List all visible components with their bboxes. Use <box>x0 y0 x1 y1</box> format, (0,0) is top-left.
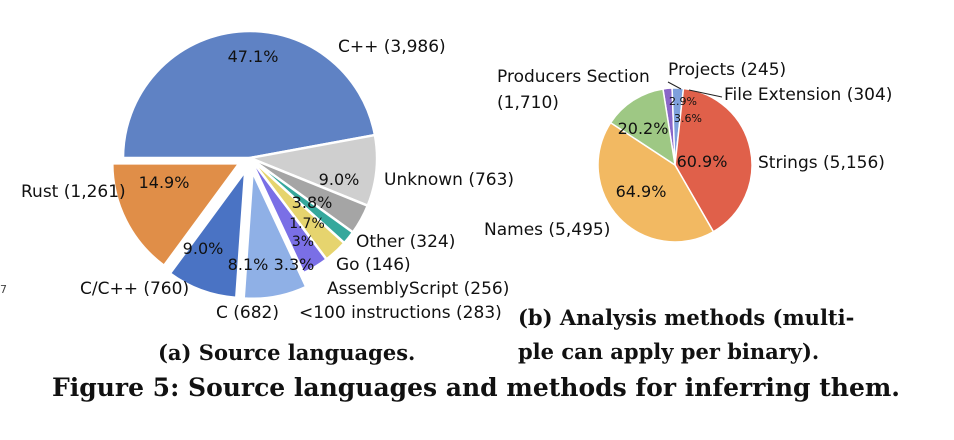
subcaption-b-line2: ple can apply per binary). <box>518 339 820 364</box>
pie-b-pct-label-0: 2.9% <box>669 95 697 108</box>
pie-b-leader-projects <box>667 81 682 90</box>
pie-a-pct-label-7: 9.0% <box>183 239 224 258</box>
pie-b-category-label-0: Projects (245) <box>668 60 786 80</box>
figure-caption: Figure 5: Source languages and methods f… <box>52 373 901 402</box>
pie-b-pct-label-3: 64.9% <box>616 182 667 201</box>
pie-b-category-label-1: File Extension (304) <box>724 85 892 105</box>
pie-b-pct-label-1: 3.6% <box>674 112 702 125</box>
pie-a-category-label-1: Unknown (763) <box>384 170 514 190</box>
pie-b-slice-3 <box>597 121 715 243</box>
pie-a-pct-label-0: 47.1% <box>228 47 279 66</box>
pie-a-category-label-6: C (682) <box>216 303 279 323</box>
pie-b-category-label-4-line-1: (1,710) <box>497 93 559 113</box>
pie-a-pct-label-2: 3.8% <box>292 193 333 212</box>
pie-b-leader-file-extension <box>688 89 723 98</box>
pie-a-category-label-2: Other (324) <box>356 232 455 252</box>
pie-a-pct-label-6: 8.1% <box>228 255 269 274</box>
pie-a-pct-label-8: 14.9% <box>139 173 190 192</box>
pie-a-category-label-4: AssemblyScript (256) <box>327 279 509 299</box>
pie-a-slice-6 <box>242 166 308 301</box>
pie-a-pct-label-4: 3% <box>292 234 314 250</box>
pie-a-slice-8 <box>111 162 242 268</box>
pie-b-slice-4 <box>609 88 677 167</box>
pie-a-category-label-5: <100 instructions (283) <box>299 303 502 323</box>
pie-a-category-label-3: Go (146) <box>336 255 411 275</box>
pie-b-category-label-4-line-0: Producers Section <box>497 67 650 87</box>
subcaption-b-line1: (b) Analysis methods (multi- <box>518 305 855 330</box>
pie-a-pct-label-1: 9.0% <box>319 170 360 189</box>
pie-a-slice-5 <box>248 157 329 275</box>
pie-a-category-label-0: C++ (3,986) <box>338 37 446 57</box>
pie-a-category-label-7: C/C++ (760) <box>80 279 189 299</box>
subcaption-a: (a) Source languages. <box>158 340 416 365</box>
pie-b-category-label-3: Names (5,495) <box>484 220 610 240</box>
pie-b-pct-label-4: 20.2% <box>618 119 669 138</box>
pie-a-slice-0 <box>121 29 377 160</box>
pie-b-slice-2 <box>674 87 753 233</box>
pie-a-pct-label-5: 3.3% <box>274 255 315 274</box>
pie-a-category-label-8: Rust (1,261) <box>21 182 126 202</box>
pie-b-pct-label-2: 60.9% <box>677 152 728 171</box>
pie-b-category-label-2: Strings (5,156) <box>758 153 885 173</box>
pie-a-pct-label-3: 1.7% <box>289 216 325 232</box>
pie-a-slice-7 <box>168 166 247 300</box>
edge-mark: 7 <box>0 283 7 296</box>
